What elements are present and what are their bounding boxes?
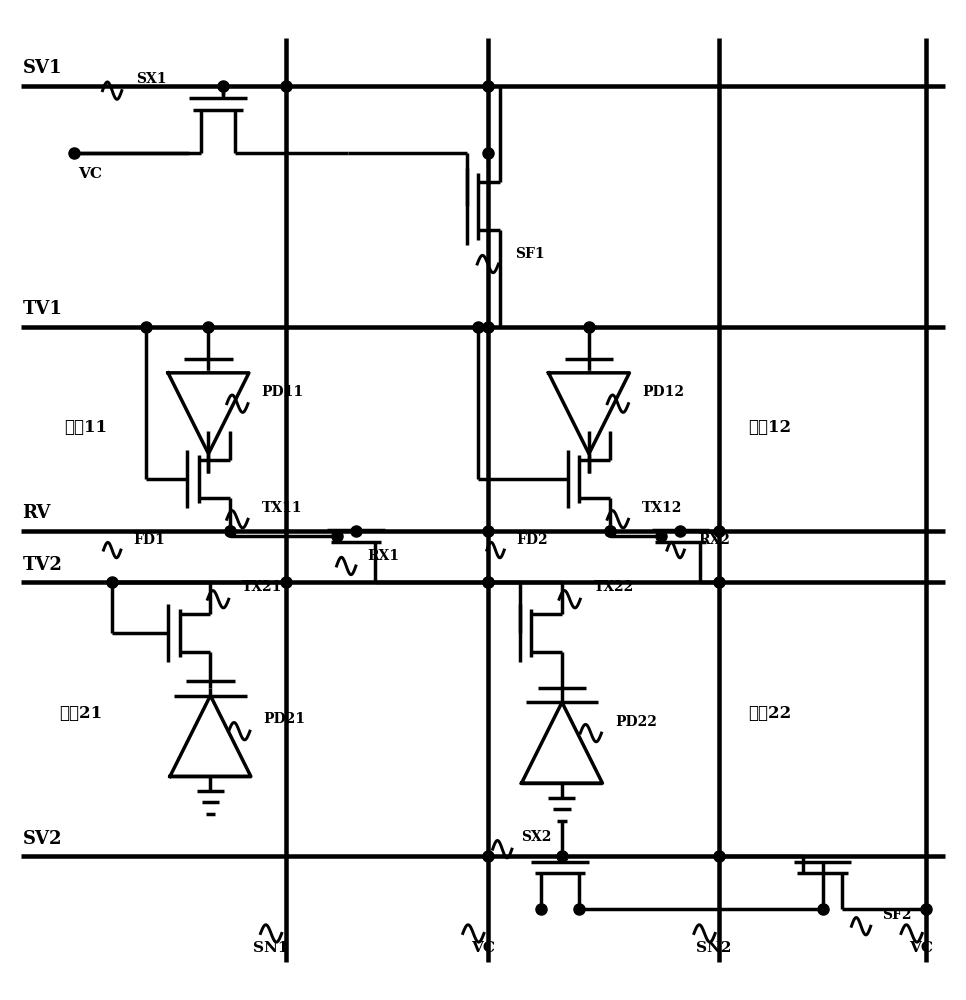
Text: SN2: SN2 [696, 941, 732, 955]
Text: TX12: TX12 [642, 501, 682, 515]
Text: TV2: TV2 [22, 556, 63, 574]
Text: 像素21: 像素21 [59, 705, 102, 722]
Polygon shape [170, 696, 251, 776]
Text: RV: RV [22, 504, 51, 522]
Text: 像素22: 像素22 [748, 705, 791, 722]
Polygon shape [549, 373, 630, 454]
Text: PD11: PD11 [262, 385, 303, 399]
Text: TX11: TX11 [262, 501, 302, 515]
Text: SV2: SV2 [22, 830, 62, 848]
Text: VC: VC [78, 167, 102, 181]
Text: SV1: SV1 [22, 59, 62, 77]
Text: TX21: TX21 [242, 580, 283, 594]
Text: PD21: PD21 [264, 712, 305, 726]
Text: RX1: RX1 [367, 549, 399, 563]
Text: FD1: FD1 [133, 533, 165, 547]
Polygon shape [168, 373, 249, 454]
Text: TX22: TX22 [594, 580, 634, 594]
Text: SF1: SF1 [515, 247, 545, 261]
Text: SF2: SF2 [882, 908, 912, 922]
Text: 像素11: 像素11 [64, 419, 107, 436]
Text: SX1: SX1 [136, 72, 167, 86]
Text: RX2: RX2 [697, 533, 729, 547]
Polygon shape [522, 702, 603, 783]
Text: VC: VC [471, 941, 495, 955]
Text: PD22: PD22 [615, 715, 657, 729]
Text: PD12: PD12 [642, 385, 684, 399]
Text: FD2: FD2 [517, 533, 549, 547]
Text: 像素12: 像素12 [748, 419, 791, 436]
Text: SN1: SN1 [253, 941, 289, 955]
Text: SX2: SX2 [522, 830, 552, 844]
Text: VC: VC [909, 941, 933, 955]
Text: TV1: TV1 [22, 300, 63, 318]
